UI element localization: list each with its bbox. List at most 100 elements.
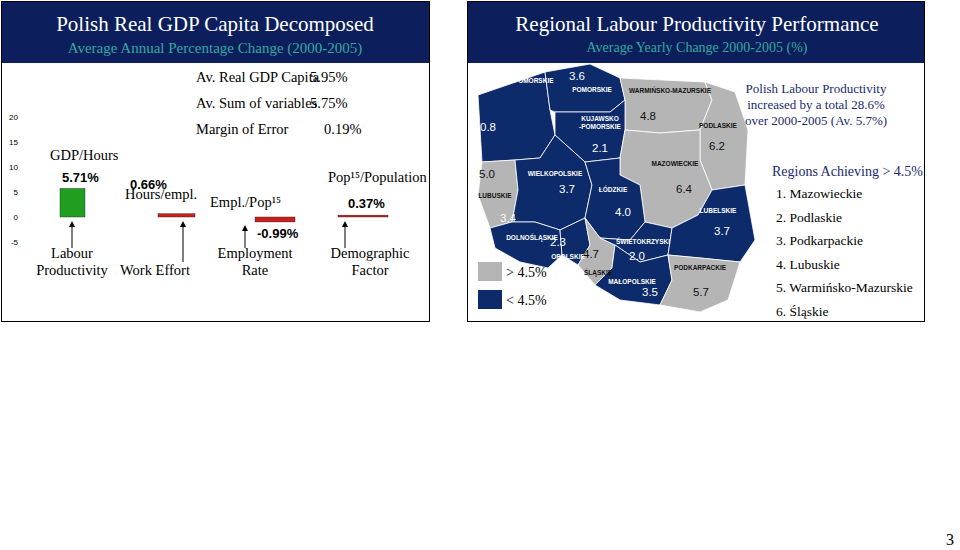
panel-frame xyxy=(468,2,925,322)
category-label: LabourProductivity xyxy=(36,245,108,278)
summary-label: Av. Real GDP Capita xyxy=(196,69,320,85)
bars xyxy=(60,188,388,222)
header xyxy=(2,2,429,63)
summary-value: 0.19% xyxy=(324,121,361,137)
arrow-head xyxy=(342,221,348,227)
ranking-item: 4. Lubuskie xyxy=(776,257,840,272)
category-line: Factor xyxy=(351,262,388,278)
title: Polish Real GDP Capita Decomposed xyxy=(56,12,374,36)
arrow-head xyxy=(242,225,248,231)
region-name: PODKARPACKIE xyxy=(674,264,727,271)
y-tick-label: 5 xyxy=(14,188,19,197)
region xyxy=(700,82,748,190)
bar xyxy=(60,188,85,217)
region xyxy=(478,72,555,162)
ranking-item: 1. Mazowieckie xyxy=(776,186,862,201)
region xyxy=(545,64,625,112)
legend-label: > 4.5% xyxy=(506,265,547,280)
region xyxy=(660,255,740,312)
arrow-head xyxy=(180,221,186,227)
category-label: DemographicFactor xyxy=(331,245,410,278)
region-name: POMORSKIE xyxy=(572,86,612,93)
category-line: Employment xyxy=(218,245,293,261)
arrow xyxy=(183,226,184,262)
y-tick-label: 20 xyxy=(9,113,18,122)
region xyxy=(668,185,755,262)
summary-value: 5.95% xyxy=(310,69,347,85)
data-label: -0.99% xyxy=(257,226,299,241)
ranking-title: Regions Achieving > 4.5% xyxy=(772,164,923,179)
summary-label: Av. Sum of variables xyxy=(196,95,318,111)
summary-value: 5.75% xyxy=(310,95,347,111)
region-name: ŚLĄSKIE xyxy=(584,268,613,277)
title: Regional Labour Productivity Performance xyxy=(515,12,878,36)
category-line: Productivity xyxy=(36,262,108,278)
data-label: 4.8 xyxy=(640,110,656,122)
region xyxy=(478,160,518,228)
data-label: 5.7 xyxy=(693,286,709,298)
region-name: OPOLSKIE xyxy=(551,253,585,260)
data-label: 6.4 xyxy=(676,183,693,195)
region-name: LUBELSKIE xyxy=(700,207,738,214)
data-label: 3.7 xyxy=(559,183,575,195)
regions xyxy=(478,64,755,312)
data-label: 2.1 xyxy=(592,142,608,154)
region-name: WIELKOPOLSKIE xyxy=(528,170,583,177)
subtitle: Average Annual Percentage Change (2000-2… xyxy=(68,40,363,57)
region-name: KUJAWSKO-POMORSKIE xyxy=(579,115,622,130)
header xyxy=(468,2,924,63)
region-name: MAZOWIECKIE xyxy=(652,160,700,167)
measure-label: Empl./Pop¹⁵ xyxy=(210,194,281,210)
data-label: 3.5 xyxy=(642,286,658,298)
region-name: ŁÓDZKIE xyxy=(599,185,628,193)
ranking-item: 6. Śląskie xyxy=(776,304,829,319)
page-number: 3 xyxy=(946,531,954,548)
annotation: Polish Labour Productivity xyxy=(746,81,887,96)
region-name-line: KUJAWSKO xyxy=(581,115,619,122)
data-label: 5.0 xyxy=(479,168,495,180)
ranking-item: 2. Podlaskie xyxy=(776,210,842,225)
legend-label: < 4.5% xyxy=(506,293,547,308)
measure-label: GDP/Hours xyxy=(50,147,119,163)
region-name: LUBUSKIE xyxy=(478,192,512,199)
ranking-item: 3. Podkarpackie xyxy=(776,233,863,248)
region xyxy=(600,222,672,262)
bar xyxy=(255,217,295,222)
measure-label: Pop¹⁵/Population xyxy=(328,169,428,185)
legend-swatch xyxy=(478,262,502,281)
category-line: Rate xyxy=(242,262,269,278)
data-label: 3.7 xyxy=(714,225,730,237)
slide: Polish Real GDP Capita Decomposed Average… xyxy=(0,0,960,550)
y-tick-label: 15 xyxy=(9,138,18,147)
data-label: 6.2 xyxy=(709,140,725,152)
background xyxy=(0,0,960,550)
data-label: 2.3 xyxy=(550,236,566,248)
data-label: 0.37% xyxy=(348,196,385,211)
arrow xyxy=(345,226,346,248)
arrow xyxy=(245,230,246,248)
category-label: Work Effort xyxy=(120,262,190,278)
category-label: EmploymentRate xyxy=(218,245,293,278)
ranking-item: 5. Warmińsko-Mazurskie xyxy=(776,280,913,295)
region xyxy=(512,135,592,230)
region-name-line: -POMORSKIE xyxy=(579,123,622,130)
data-label: 4.0 xyxy=(615,206,631,218)
subtitle: Average Yearly Change 2000-2005 (%) xyxy=(587,40,808,56)
annotation: increased by a total 28.6% xyxy=(747,97,885,112)
data-label: 3.4 xyxy=(500,212,517,224)
arrow xyxy=(72,226,73,248)
y-tick-label: -5 xyxy=(11,238,19,247)
region-name: PODLASKIE xyxy=(699,122,738,129)
region xyxy=(585,158,645,240)
legend-swatch xyxy=(478,290,502,309)
region-name: MAŁOPOLSKIE xyxy=(608,278,656,285)
region-name: ŚWIETOKRZYSKI xyxy=(616,237,670,245)
panel-frame xyxy=(2,2,430,322)
y-tick-label: 0 xyxy=(14,213,19,222)
annotation: over 2000-2005 (Av. 5.7%) xyxy=(745,113,887,128)
region-labels: ZACHODNIOPOMORSKIE0.8POMORSKIE3.6WARMIŃS… xyxy=(474,70,737,298)
data-label: 4.7 xyxy=(583,248,599,260)
bar xyxy=(338,215,388,217)
data-label: 3.6 xyxy=(569,70,585,82)
bar xyxy=(158,214,195,217)
